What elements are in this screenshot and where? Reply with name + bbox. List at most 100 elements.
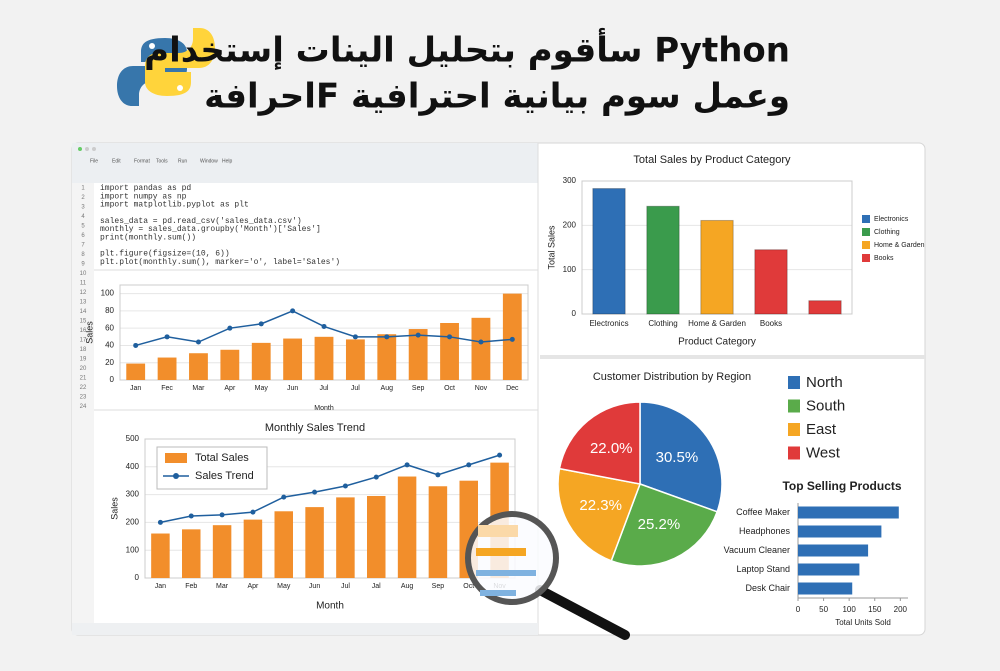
x-tick-label: Dec [506,385,519,392]
point [384,334,390,340]
line-number: 23 [80,395,87,401]
bar [798,506,899,519]
bar [345,339,365,380]
slice-label: 22.0% [590,440,633,457]
x-axis-label: Month [314,405,334,412]
bar [283,338,303,380]
line-number: 10 [80,271,87,277]
point [342,483,348,489]
pie-slice [558,401,641,485]
menu-item: Format [134,158,150,164]
line-number: 19 [80,357,87,363]
point [227,325,233,331]
line-number: 1 [81,186,85,192]
point [219,512,225,518]
y-tick-label: 20 [105,358,114,367]
code-line: print(monthly.sum()) [100,233,196,242]
y-axis-label: Sales [109,497,119,520]
bar [646,205,680,315]
pie-slice [639,401,723,513]
x-tick-label: Home & Garden [688,319,746,328]
y-tick-label: 100 [101,289,115,298]
point [321,323,327,329]
x-tick-label: Sep [432,583,445,590]
bar [428,486,448,578]
y-tick-label: 500 [126,434,140,443]
x-tick-label: Aug [401,583,414,590]
bar [182,529,201,578]
slice-label: 22.3% [579,497,622,514]
point [250,509,256,515]
bar [798,525,882,538]
bar [377,334,397,380]
y-tick-label: 400 [126,462,140,471]
bar [798,544,869,557]
bar [700,219,734,315]
y-tick-label: Desk Chair [745,583,790,593]
x-tick-label: Feb [185,583,197,590]
y-tick-label: 40 [105,341,114,350]
point [133,342,139,348]
line-number: 6 [81,233,85,239]
code-line: import pandas as pd [100,184,191,193]
x-tick-label: Oct [463,583,474,590]
point [195,339,201,345]
y-tick-label: Headphones [739,526,791,536]
x-tick-label: Oct [444,385,455,392]
menu-item: File [90,158,98,164]
point [509,336,515,342]
menu-item: Run [178,158,187,164]
line-number: 4 [81,214,85,220]
line-number: 21 [80,376,87,382]
line-number: 22 [80,385,87,391]
menu-item: Tools [156,158,168,164]
x-tick-label: Books [760,319,782,328]
slice-label: 25.2% [638,516,681,533]
legend-label: Home & Garden [874,242,925,249]
legend-label: West [806,444,841,461]
x-tick-label: Jul [320,385,329,392]
line-number: 2 [81,195,85,201]
legend-label: Electronics [874,216,909,223]
line-number: 20 [80,366,87,372]
bar [126,363,146,380]
y-tick-label: 0 [135,573,140,582]
line-number: 7 [81,243,85,249]
legend-swatch [862,228,870,236]
legend-swatch [862,215,870,223]
x-tick-label: Jul [341,583,350,590]
y-tick-label: Laptop Stand [736,564,790,574]
line-number: 8 [81,252,85,258]
x-tick-label: 50 [819,605,828,614]
line-number: 11 [80,281,87,287]
point [466,462,472,468]
point [352,334,358,340]
x-tick-label: 100 [842,605,856,614]
code-line: monthly = sales_data.groupby('Month')['S… [100,225,321,234]
line-number: 17 [80,338,87,344]
chart-title: Top Selling Products [782,479,901,493]
y-tick-label: 200 [126,518,140,527]
x-tick-label: Mar [192,385,205,392]
x-tick-label: Jan [155,583,166,590]
bar [305,507,324,578]
gutter [72,183,94,623]
y-tick-label: 80 [105,306,114,315]
x-tick-label: Jun [309,583,320,590]
code-line: plt.plot(monthly.sum(), marker='o', labe… [100,258,340,267]
y-tick-label: 300 [126,490,140,499]
legend-label: East [806,421,837,438]
point [188,513,194,519]
y-tick-label: 0 [110,375,115,384]
legend-label: Clothing [874,229,900,236]
header-title: سأقوم بتحليل الينات إستخدام Python [144,28,790,71]
point [435,472,441,478]
bar [798,563,860,576]
line [160,454,500,524]
x-tick-label: Aug [381,385,394,392]
bar [397,476,417,578]
line-number: 9 [81,262,85,268]
x-axis-label: Month [316,601,344,612]
line-number: 14 [80,309,87,315]
legend-swatch [173,473,179,479]
